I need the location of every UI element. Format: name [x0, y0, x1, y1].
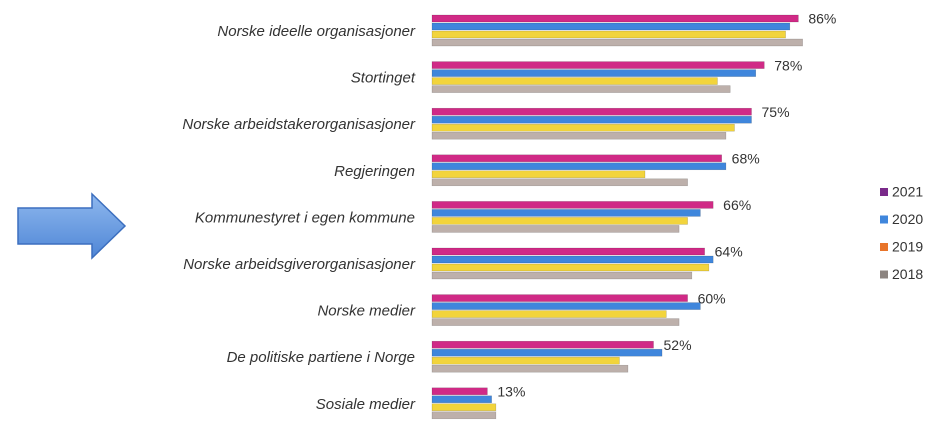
bar [431, 14, 799, 23]
bar [431, 115, 752, 124]
legend-swatch [880, 243, 888, 251]
bar [431, 310, 667, 318]
value-label: 64% [715, 244, 743, 260]
bar [431, 364, 629, 373]
value-label: 86% [808, 11, 836, 27]
legend-label: 2018 [892, 266, 923, 282]
category-label: Norske medier [317, 303, 416, 320]
bar [431, 217, 688, 225]
bar [431, 22, 791, 31]
bar [431, 403, 497, 412]
arrow [17, 192, 127, 260]
category-label: Norske arbeidsgiverorganisasjoner [183, 256, 416, 273]
legend-swatch [880, 270, 888, 279]
bar [431, 61, 765, 69]
bar [431, 247, 705, 256]
value-label: 66% [723, 197, 751, 213]
value-label: 52% [664, 337, 692, 353]
category-label: Norske ideelle organisasjoner [217, 23, 416, 40]
value-label: 60% [698, 290, 726, 306]
value-label: 75% [762, 104, 790, 120]
value-label: 68% [732, 151, 760, 167]
bar [431, 85, 731, 93]
bar [431, 302, 701, 310]
legend-label: 2020 [892, 211, 923, 227]
bar [431, 77, 718, 85]
bar [431, 340, 654, 349]
bar [431, 69, 757, 77]
bar [431, 318, 680, 326]
value-label: 13% [497, 384, 525, 400]
bar [431, 170, 646, 179]
bar [431, 154, 722, 163]
bar [431, 162, 727, 171]
value-label: 78% [774, 57, 802, 73]
bar [431, 263, 710, 272]
bar [431, 178, 688, 187]
legend-swatch [880, 215, 888, 224]
category-label: Stortinget [351, 70, 416, 87]
category-label: Norske arbeidstakerorganisasjoner [182, 116, 416, 133]
category-label: De politiske partiene i Norge [227, 349, 415, 366]
bar [431, 411, 497, 420]
bar [431, 294, 688, 302]
legend-label: 2019 [892, 239, 923, 255]
bar [431, 387, 488, 396]
category-label: Regjeringen [334, 163, 415, 180]
bar [431, 107, 752, 116]
bar [431, 30, 786, 39]
bar [431, 271, 693, 280]
bar [431, 209, 701, 217]
bar [431, 201, 714, 209]
bar [431, 348, 663, 357]
bar [431, 395, 492, 404]
bar [431, 225, 680, 233]
category-label: Kommunestyret i egen kommune [195, 209, 415, 226]
bar [431, 123, 735, 132]
bar [431, 255, 714, 264]
bar [431, 131, 727, 140]
legend-swatch [880, 188, 888, 196]
bar [431, 38, 803, 47]
bar [431, 356, 620, 365]
legend-label: 2021 [892, 184, 923, 200]
category-label: Sosiale medier [316, 396, 416, 413]
